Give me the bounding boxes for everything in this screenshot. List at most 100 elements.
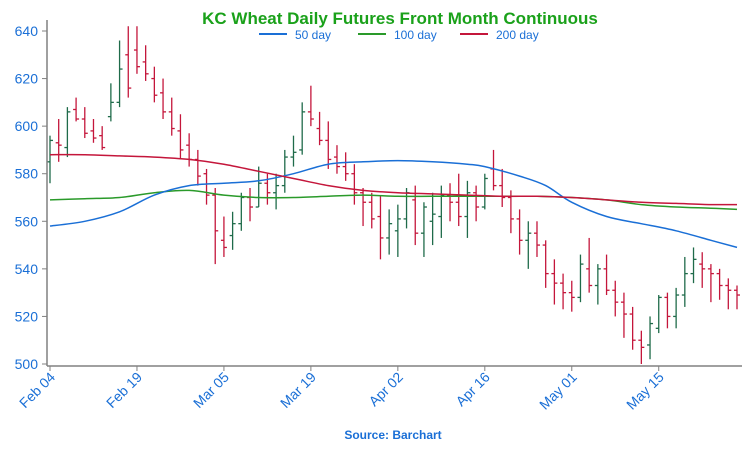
ohlc-bar (577, 254, 584, 303)
ohlc-bar (142, 45, 149, 81)
ohlc-bar (73, 97, 80, 122)
ohlc-bar (290, 135, 297, 167)
ohlc-bar (612, 280, 619, 317)
ohlc-bar (664, 292, 671, 329)
ohlc-bar (377, 195, 384, 260)
moving-average-lines (49, 153, 738, 249)
ohlc-bar (560, 273, 567, 310)
ohlc-bar (316, 111, 323, 146)
ohlc-bar (212, 187, 219, 265)
ohlc-bar (307, 85, 314, 127)
x-tick-label: Mar 19 (277, 369, 319, 411)
ohlc-bar (447, 183, 454, 222)
y-tick-label: 620 (15, 71, 39, 87)
ohlc-bar (507, 190, 514, 234)
ohlc-bar (455, 173, 462, 227)
ohlc-bar (699, 252, 706, 288)
y-tick-label: 600 (15, 118, 39, 134)
x-tick-label: Apr 02 (365, 369, 406, 410)
y-tick-label: 540 (15, 261, 39, 277)
ohlc-bar (542, 240, 549, 288)
ohlc-bar (412, 185, 419, 246)
ohlc-bar (368, 192, 375, 229)
ohlc-bar (490, 149, 497, 191)
ohlc-bar (725, 278, 732, 310)
ohlc-bar (168, 97, 175, 136)
y-tick-label: 520 (15, 308, 39, 324)
ohlc-bar (99, 126, 106, 150)
ohlc-bar (716, 268, 723, 300)
x-axis-ticks: Feb 04 Feb 19 Mar 05 Mar 19 Apr 02 Apr 16 May … (16, 366, 667, 413)
ohlc-bar (707, 264, 714, 303)
ohlc-bar (247, 187, 254, 222)
ohlc-bar (107, 83, 114, 122)
ohlc-bar (586, 237, 593, 293)
ohlc-bar (342, 152, 349, 181)
ohlc-bar (177, 114, 184, 160)
x-tick-label: May 15 (623, 369, 667, 413)
ohlc-bar (386, 209, 393, 255)
ohlc-bar (203, 168, 210, 205)
legend-item-ma100: 100 day (358, 28, 437, 42)
y-axis-ticks: 500 520 540 560 580 600 620 640 (15, 23, 47, 372)
ohlc-bar (64, 107, 71, 158)
ohlc-bar (220, 216, 227, 257)
ohlc-bar (473, 185, 480, 222)
y-tick-label: 580 (15, 166, 39, 182)
legend-label: 200 day (496, 28, 539, 42)
x-tick-label: Mar 05 (190, 369, 232, 411)
price-bars (47, 26, 740, 364)
ohlc-bar (673, 287, 680, 329)
ohlc-bar (681, 256, 688, 307)
ohlc-bar (690, 247, 697, 284)
ohlc-bar (47, 135, 53, 184)
ohlc-bar (186, 133, 193, 167)
ohlc-bar (160, 78, 167, 120)
ohlc-bar (481, 173, 488, 210)
ohlc-bar (394, 204, 401, 257)
ohlc-bar (229, 211, 236, 250)
ohlc-bar (516, 209, 523, 255)
legend-label: 100 day (394, 28, 437, 42)
ohlc-bar (403, 187, 410, 229)
y-tick-label: 500 (15, 356, 39, 372)
ohlc-bar (464, 180, 471, 238)
ohlc-bar (194, 149, 201, 186)
ohlc-bar (568, 280, 575, 312)
ohlc-bar (255, 166, 262, 208)
ohlc-bar (299, 102, 306, 155)
ohlc-bar (273, 173, 280, 210)
ohlc-bar (125, 26, 132, 98)
ohlc-bar (81, 107, 88, 139)
ohlc-bar (360, 187, 367, 227)
ohlc-bar (629, 306, 636, 350)
ohlc-bar (281, 149, 288, 193)
ma-50-day-line (49, 159, 738, 249)
x-tick-label: Apr 16 (452, 369, 493, 410)
x-tick-label: May 01 (536, 369, 580, 413)
legend-item-ma50: 50 day (259, 28, 331, 42)
ohlc-bar (638, 330, 645, 364)
ma-200-day-line (49, 153, 738, 206)
x-tick-label: Feb 19 (103, 369, 145, 411)
ohlc-bar (133, 26, 140, 74)
ohlc-bar (151, 66, 158, 103)
ohlc-bar (333, 145, 340, 174)
chart-title: KC Wheat Daily Futures Front Month Conti… (202, 9, 598, 28)
legend-label: 50 day (295, 28, 331, 42)
ohlc-bar (603, 254, 610, 296)
ohlc-bar (525, 221, 532, 269)
ohlc-bar (116, 40, 123, 108)
ohlc-bar (90, 119, 97, 143)
ohlc-bar (655, 295, 662, 334)
ohlc-bar (647, 316, 654, 360)
y-tick-label: 640 (15, 23, 39, 39)
ohlc-bar (594, 264, 601, 305)
ohlc-bar (429, 192, 436, 246)
ohlc-bar (325, 121, 332, 169)
legend-item-ma200: 200 day (460, 28, 539, 42)
ohlc-bar (238, 192, 245, 231)
ohlc-bar (620, 292, 627, 338)
ohlc-bar (499, 168, 506, 208)
